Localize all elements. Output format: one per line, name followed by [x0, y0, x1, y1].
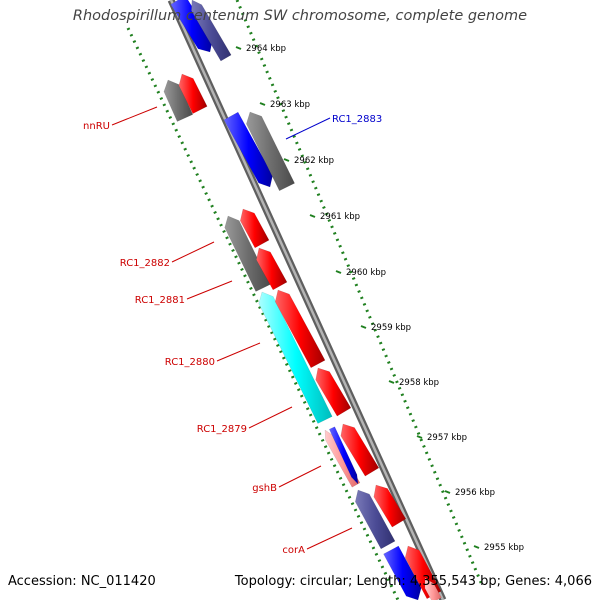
chromosome-backbone: [167, 0, 447, 600]
kbp-tick-label: 2958 kbp: [399, 378, 439, 388]
gene-label-cora[interactable]: corA: [282, 545, 305, 556]
kbp-tick-label: 2962 kbp: [294, 156, 334, 166]
map-title: Rhodospirillum centenum SW chromosome, c…: [72, 8, 528, 24]
scale-ring-inner: [126, 27, 400, 600]
feature-forward-cora[interactable]: [373, 484, 407, 528]
kbp-tick-mark: [309, 214, 316, 218]
leader-line-rc1-2879: [248, 406, 293, 429]
kbp-tick-labels: 2964 kbp 2963 kbp 2962 kbp 2961 kbp 2960 kbp…: [235, 44, 524, 553]
kbp-tick-mark: [388, 380, 395, 384]
gene-label-rc1-2880[interactable]: RC1_2880: [165, 357, 215, 368]
leader-line-rc1-2881: [186, 280, 233, 300]
feature-cyan-rc1-2880[interactable]: [258, 291, 333, 424]
kbp-tick-label: 2955 kbp: [484, 543, 524, 553]
kbp-tick-label: 2960 kbp: [346, 268, 386, 278]
topology-text: Topology: circular; Length: 4,355,543 bp…: [234, 574, 592, 589]
accession-text: Accession: NC_011420: [8, 574, 156, 589]
leader-line-gshb: [278, 465, 322, 488]
kbp-tick-label: 2956 kbp: [455, 488, 495, 498]
feature-pink-bottom[interactable]: [424, 577, 442, 600]
feature-reverse-rc1-2879[interactable]: [328, 426, 359, 485]
kbp-tick-label: 2959 kbp: [371, 323, 411, 333]
kbp-tick-label: 2961 kbp: [320, 212, 360, 222]
leader-line-nnru: [111, 106, 158, 126]
feature-forward-rc1-2880[interactable]: [315, 367, 352, 417]
feature-forward-nnru[interactable]: [178, 73, 208, 114]
kbp-tick-mark: [473, 545, 480, 549]
kbp-tick-mark: [283, 158, 290, 162]
leader-line-rc1-2882: [171, 241, 215, 263]
gene-label-nnru[interactable]: nnRU: [83, 121, 110, 132]
feature-reverse-cora[interactable]: [383, 545, 422, 600]
feature-slate-top[interactable]: [191, 0, 232, 62]
feature-reverse-top[interactable]: [170, 0, 213, 53]
gene-labels: nnRU RC1_2883 RC1_2882 RC1_2881 RC1_2880 RC1_…: [83, 106, 382, 556]
kbp-tick-mark: [444, 490, 451, 494]
kbp-tick-mark: [259, 102, 266, 106]
feature-forward-rc1-2882[interactable]: [239, 208, 270, 249]
gene-label-rc1-2882[interactable]: RC1_2882: [120, 258, 170, 269]
feature-forward-rc1-2882b[interactable]: [256, 247, 288, 291]
gene-label-rc1-2879[interactable]: RC1_2879: [197, 424, 247, 435]
leader-line-rc1-2880: [216, 342, 261, 362]
gene-label-rc1-2881[interactable]: RC1_2881: [135, 295, 185, 306]
scale-line-inner: [126, 27, 400, 600]
feature-grey-rc1-2883[interactable]: [246, 111, 295, 192]
feature-reverse-rc1-2883[interactable]: [223, 111, 273, 188]
feature-grey-rc1-2882[interactable]: [224, 215, 271, 292]
kbp-tick-mark: [235, 46, 242, 50]
feature-track: [163, 0, 442, 600]
leader-line-cora: [306, 527, 353, 550]
leader-line-rc1-2883: [285, 117, 331, 140]
kbp-tick-mark: [416, 435, 423, 439]
kbp-tick-label: 2963 kbp: [270, 100, 310, 110]
gene-label-rc1-2883[interactable]: RC1_2883: [332, 114, 382, 125]
scale-ring-outer: [235, 0, 484, 586]
kbp-tick-mark: [335, 270, 342, 274]
backbone-highlight: [169, 0, 445, 600]
kbp-tick-mark: [360, 325, 367, 329]
kbp-tick-label: 2957 kbp: [427, 433, 467, 443]
feature-grey-nnru[interactable]: [163, 79, 194, 122]
feature-forward-rc1-2881[interactable]: [274, 289, 326, 369]
feature-slate-gshb[interactable]: [355, 489, 396, 550]
feature-forward-gshb[interactable]: [340, 423, 380, 477]
scale-line-outer: [235, 0, 484, 586]
kbp-tick-label: 2964 kbp: [246, 44, 286, 54]
gene-label-gshb[interactable]: gshB: [252, 483, 277, 494]
